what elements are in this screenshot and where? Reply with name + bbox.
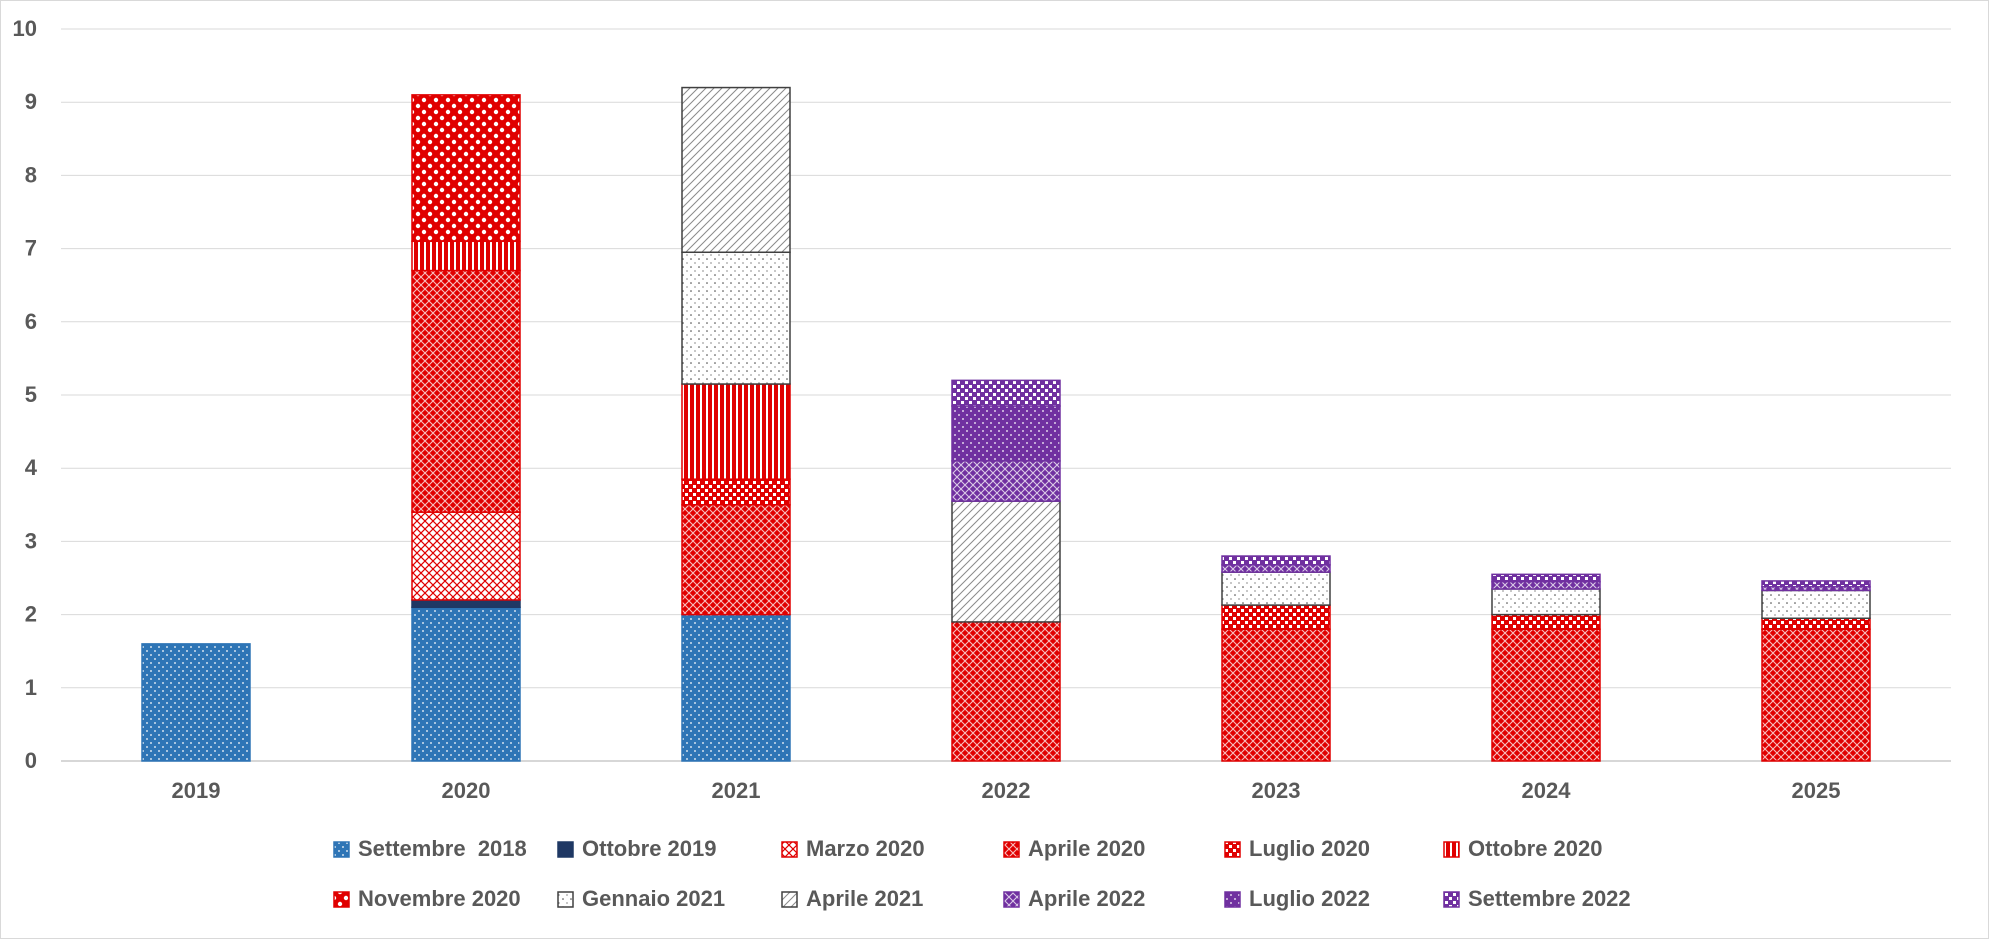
legend-swatch	[1443, 841, 1460, 858]
bar-segment	[681, 86, 791, 254]
x-tick-label: 2021	[712, 778, 761, 803]
legend-swatch	[1224, 891, 1241, 908]
bar-segment	[411, 606, 521, 762]
bar-segment	[1761, 617, 1871, 630]
legend-item: Ottobre 2019	[557, 836, 717, 861]
legend-item: Settembre 2022	[1443, 886, 1631, 911]
bar-segment	[1221, 604, 1331, 630]
legend-label: Luglio 2022	[1249, 886, 1370, 911]
legend-swatch	[333, 841, 350, 858]
bar-segment	[411, 269, 521, 513]
y-tick-label: 2	[25, 602, 37, 627]
y-tick-label: 9	[25, 89, 37, 114]
bar-segment	[681, 504, 791, 616]
bar-segment	[951, 460, 1061, 502]
x-axis-tick-labels: 2019 2020 2021 2022 2023 2024 2025	[172, 778, 1841, 803]
legend-label: Settembre 2022	[1468, 886, 1631, 911]
bar-segment	[1221, 555, 1331, 566]
bar-segment	[681, 613, 791, 762]
legend-label: Aprile 2022	[1028, 886, 1145, 911]
legend-item: Novembre 2020	[333, 886, 521, 911]
legend-label: Ottobre 2019	[582, 836, 717, 861]
legend-item: Ottobre 2020	[1443, 836, 1603, 861]
bar-segment	[1221, 628, 1331, 762]
bar-segment	[951, 500, 1061, 623]
bar-segment	[951, 621, 1061, 762]
bar-segment	[1491, 573, 1601, 583]
x-tick-label: 2020	[442, 778, 491, 803]
bar-segment	[681, 383, 791, 480]
legend-label: Aprile 2021	[806, 886, 923, 911]
bar-segment	[1491, 628, 1601, 762]
x-tick-label: 2025	[1792, 778, 1841, 803]
y-tick-label: 5	[25, 382, 37, 407]
legend-item: Marzo 2020	[781, 836, 925, 861]
legend-swatch	[1224, 841, 1241, 858]
legend: Settembre 2018 Ottobre 2019 Marzo 2020 Apri…	[333, 836, 1631, 911]
legend-swatch	[781, 841, 798, 858]
legend-swatch	[557, 841, 574, 858]
bar-segment	[951, 379, 1061, 407]
y-tick-label: 1	[25, 675, 37, 700]
bar-segment	[141, 643, 251, 762]
bar-segment	[951, 405, 1061, 462]
legend-swatch	[333, 891, 350, 908]
y-axis-tick-labels: 0 1 2 3 4 5 6 7 8 9 10	[13, 16, 38, 773]
bar-segment	[1221, 571, 1331, 606]
bar-segment	[411, 240, 521, 272]
legend-swatch	[781, 891, 798, 908]
bar-segment	[1221, 564, 1331, 573]
y-tick-label: 3	[25, 528, 37, 553]
legend-label: Novembre 2020	[358, 886, 521, 911]
legend-item: Aprile 2021	[781, 886, 923, 911]
x-tick-label: 2023	[1252, 778, 1301, 803]
y-tick-label: 10	[13, 16, 37, 41]
legend-label: Aprile 2020	[1028, 836, 1145, 861]
legend-label: Marzo 2020	[806, 836, 925, 861]
legend-label: Ottobre 2020	[1468, 836, 1603, 861]
x-tick-label: 2019	[172, 778, 221, 803]
legend-item: Luglio 2020	[1224, 836, 1370, 861]
legend-item: Aprile 2020	[1003, 836, 1145, 861]
bar-segment	[1761, 580, 1871, 588]
y-tick-label: 0	[25, 748, 37, 773]
legend-label: Luglio 2020	[1249, 836, 1370, 861]
legend-swatch	[1003, 841, 1020, 858]
bar-segment	[681, 251, 791, 385]
bar-segment	[1491, 580, 1601, 590]
legend-label: Settembre 2018	[358, 836, 527, 861]
x-tick-label: 2024	[1522, 778, 1572, 803]
bar-segment	[411, 94, 521, 243]
bars	[141, 86, 1871, 762]
legend-item: Luglio 2022	[1224, 886, 1370, 911]
legend-swatch	[1443, 891, 1460, 908]
legend-swatch	[1003, 891, 1020, 908]
bar-segment	[411, 511, 521, 601]
x-tick-label: 2022	[982, 778, 1031, 803]
bar-segment	[1761, 628, 1871, 762]
legend-item: Gennaio 2021	[557, 886, 725, 911]
y-tick-label: 7	[25, 236, 37, 261]
y-tick-label: 8	[25, 162, 37, 187]
legend-swatch	[557, 891, 574, 908]
legend-item: Settembre 2018	[333, 836, 527, 861]
bar-segment	[411, 599, 521, 609]
legend-label: Gennaio 2021	[582, 886, 725, 911]
bar-segment	[681, 478, 791, 506]
bar-segment	[1491, 613, 1601, 630]
y-tick-label: 4	[25, 455, 38, 480]
bar-segment	[1491, 588, 1601, 616]
bar-segment	[1761, 589, 1871, 620]
y-tick-label: 6	[25, 309, 37, 334]
legend-item: Aprile 2022	[1003, 886, 1145, 911]
